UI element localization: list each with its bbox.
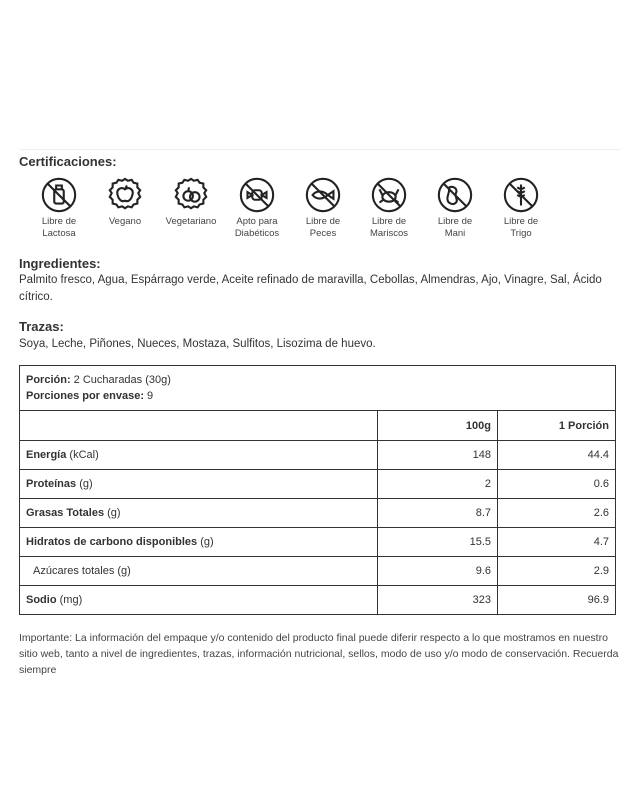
traces-title: Trazas: xyxy=(19,319,64,334)
certification-label: Libre de xyxy=(503,216,539,227)
vegetarian-icon xyxy=(174,177,208,210)
nutrient-label: Proteínas xyxy=(26,478,77,490)
certification-item: Libre de Mani xyxy=(422,176,488,240)
divider xyxy=(19,149,621,150)
value-100g: 8.7 xyxy=(377,498,498,528)
certification-item: Vegetariano xyxy=(158,176,224,240)
certification-item: Libre de Mariscos xyxy=(356,176,422,240)
nutrient-unit: (mg) xyxy=(56,594,83,606)
no-crab-icon xyxy=(371,177,407,213)
certification-label: Libre de xyxy=(41,216,77,227)
certification-item: Libre de Lactosa xyxy=(26,176,92,240)
nutrition-table: Porción: 2 Cucharadas (30g) Porciones po… xyxy=(19,365,616,615)
nutrient-unit: (kCal) xyxy=(66,449,99,461)
no-peanut-icon xyxy=(437,177,473,213)
table-row: Azúcares totales (g) 9.6 2.9 xyxy=(19,556,616,586)
table-row: Energía (kCal) 148 44.4 xyxy=(19,440,616,470)
value-portion: 44.4 xyxy=(497,440,616,470)
certification-label: Vegetariano xyxy=(165,216,217,227)
value-portion: 2.6 xyxy=(497,498,616,528)
col-portion: 1 Porción xyxy=(497,410,616,441)
nutrient-unit: (g) xyxy=(76,478,93,490)
certification-item: Vegano xyxy=(92,176,158,240)
certification-label: Mani xyxy=(444,228,466,239)
disclaimer-note: Importante: La información del empaque y… xyxy=(19,632,619,676)
nutrient-name: Azúcares totales (g) xyxy=(19,556,378,586)
traces-text: Soya, Leche, Piñones, Nueces, Mostaza, S… xyxy=(19,338,376,350)
certification-label: Peces xyxy=(309,228,337,239)
certification-label: Libre de xyxy=(437,216,473,227)
table-row: Hidratos de carbono disponibles (g) 15.5 4… xyxy=(19,527,616,557)
nutrient-unit: Azúcares totales (g) xyxy=(33,565,131,577)
no-candy-icon xyxy=(239,177,275,213)
no-wheat-icon xyxy=(503,177,539,213)
ingredients-title: Ingredientes: xyxy=(19,256,101,271)
value-100g: 9.6 xyxy=(377,556,498,586)
certification-item: Libre de Peces xyxy=(290,176,356,240)
nutrient-label: Energía xyxy=(26,449,67,461)
value-portion: 96.9 xyxy=(497,585,616,615)
per-pack-label: Porciones por envase: xyxy=(26,390,144,402)
certification-label: Libre de xyxy=(305,216,341,227)
no-fish-icon xyxy=(305,177,341,213)
nutrient-label: Grasas Totales xyxy=(26,507,105,519)
certification-label: Trigo xyxy=(510,228,532,239)
ingredients-text: Palmito fresco, Agua, Espárrago verde, A… xyxy=(19,274,602,303)
certification-label: Libre de xyxy=(371,216,407,227)
certification-label: Lactosa xyxy=(42,228,76,239)
nutrient-name: Hidratos de carbono disponibles (g) xyxy=(19,527,378,557)
value-portion: 4.7 xyxy=(497,527,616,557)
vegan-apple-icon xyxy=(108,177,142,210)
certification-label: Mariscos xyxy=(369,228,408,239)
value-100g: 15.5 xyxy=(377,527,498,557)
certification-label: Diabéticos xyxy=(234,228,280,239)
nutrient-unit: (g) xyxy=(104,507,121,519)
certification-item: Libre de Trigo xyxy=(488,176,554,240)
value-100g: 2 xyxy=(377,469,498,499)
col-100g: 100g xyxy=(377,410,498,441)
value-100g: 148 xyxy=(377,440,498,470)
certifications-title: Certificaciones: xyxy=(19,154,117,169)
table-row: Grasas Totales (g) 8.7 2.6 xyxy=(19,498,616,528)
per-pack-value: 9 xyxy=(144,390,154,402)
certification-item: Apto para Diabéticos xyxy=(224,176,290,240)
portion-label: Porción: xyxy=(26,374,71,386)
nutrient-name: Energía (kCal) xyxy=(19,440,378,470)
blank-header xyxy=(19,410,378,441)
nutrient-name: Grasas Totales (g) xyxy=(19,498,378,528)
certification-label: Vegano xyxy=(108,216,142,227)
nutrient-name: Sodio (mg) xyxy=(19,585,378,615)
value-100g: 323 xyxy=(377,585,498,615)
value-portion: 2.9 xyxy=(497,556,616,586)
nutrient-label: Hidratos de carbono disponibles xyxy=(26,536,198,548)
nutrient-label: Sodio xyxy=(26,594,57,606)
portion-info: Porción: 2 Cucharadas (30g) Porciones po… xyxy=(19,365,616,411)
no-milk-icon xyxy=(41,177,77,213)
portion-value: 2 Cucharadas (30g) xyxy=(70,374,171,386)
certification-label: Apto para xyxy=(236,216,278,227)
nutrient-unit: (g) xyxy=(197,536,214,548)
table-row: Sodio (mg) 323 96.9 xyxy=(19,585,616,615)
nutrient-name: Proteínas (g) xyxy=(19,469,378,499)
table-row: Proteínas (g) 2 0.6 xyxy=(19,469,616,499)
value-portion: 0.6 xyxy=(497,469,616,499)
certifications-list: Libre de Lactosa Vegano Vegetariano Apto par… xyxy=(26,176,554,240)
